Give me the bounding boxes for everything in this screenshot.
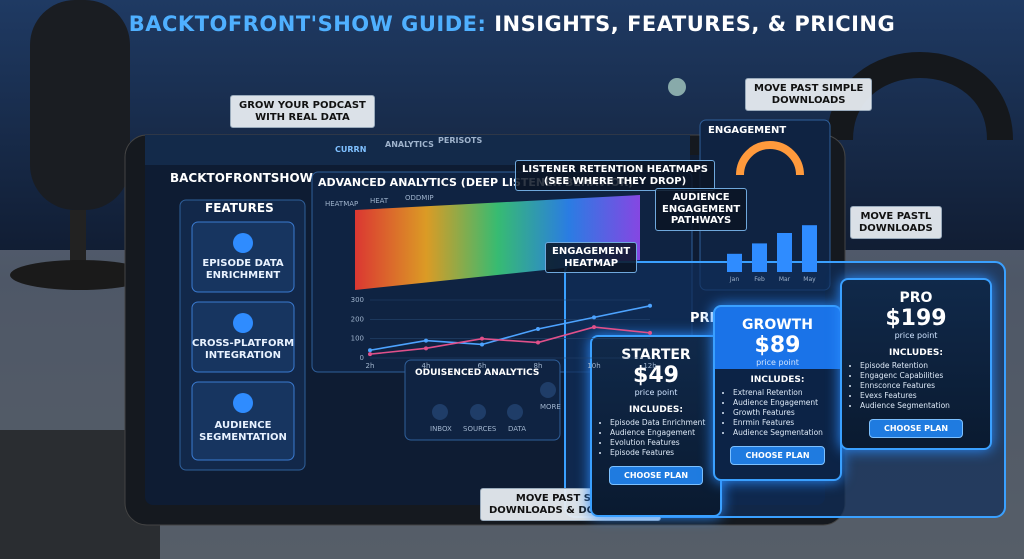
legend-item: HEATMAP <box>325 200 359 208</box>
mic-base <box>10 260 150 290</box>
include-item: Audience Engagement <box>733 398 840 407</box>
line: (SEE WHERE THEY DROP) <box>543 175 687 187</box>
tab[interactable]: CURRN <box>335 145 367 154</box>
line: WITH REAL DATA <box>255 111 350 123</box>
line: DOWNLOADS <box>859 222 933 234</box>
tab[interactable]: ANALYTICS <box>385 140 434 149</box>
line: ENGAGEMENT <box>552 246 631 257</box>
microphone <box>30 0 130 210</box>
callout: GROW YOUR PODCAST WITH REAL DATA <box>230 95 375 128</box>
mic-stand <box>70 210 86 270</box>
annotation: ENGAGEMENT HEATMAP <box>545 242 638 273</box>
line: INTEGRATION <box>204 349 282 361</box>
feature-label: CROSS-PLATFORM INTEGRATION <box>192 338 294 361</box>
line: MOVE PASTL <box>860 211 932 222</box>
feature-label: AUDIENCE SEGMENTATION <box>192 420 294 443</box>
icon <box>233 393 253 413</box>
choose-plan-button[interactable]: CHOOSE PLAN <box>868 419 964 438</box>
includes-title: INCLUDES: <box>750 375 805 385</box>
icon-label: SOURCES <box>463 425 497 433</box>
includes-list: Extrenal RetentionAudience EngagementGro… <box>715 388 840 437</box>
include-item: Evolution Features <box>610 438 720 447</box>
include-item: Audience Segmentation <box>860 401 990 410</box>
brand: BACKTOFRONTSHOW <box>170 171 313 185</box>
plan-name: GROWTH <box>742 317 813 333</box>
legend-item: HEAT <box>370 197 389 205</box>
icon-label: DATA <box>508 425 527 433</box>
plan-price: $89 <box>754 333 801 358</box>
icon <box>432 404 448 420</box>
line: MOVE PAST SIMPLE <box>754 83 864 94</box>
panel-title: ODUISENCED ANALYTICS <box>415 368 540 378</box>
feature-label: EPISODE DATA ENRICHMENT <box>192 258 294 281</box>
feature-card <box>191 221 295 293</box>
choose-plan-button[interactable]: CHOOSE PLAN <box>608 466 704 485</box>
annotation: AUDIENCE ENGAGEMENT PATHWAYS <box>655 188 748 231</box>
icon <box>540 382 556 398</box>
include-item: Episode Features <box>610 448 720 457</box>
line: DOWNLOADS & DOWNLOADS <box>489 504 653 516</box>
sidebar-title: FEATURES <box>205 201 274 215</box>
includes-list: Episode RetentionEngagenc CapabilitiesEn… <box>842 361 990 410</box>
plan-note: price point <box>756 358 799 367</box>
line: ENRICHMENT <box>205 269 281 281</box>
plan-price: $199 <box>885 306 947 331</box>
line: DOWNLOADS <box>771 94 846 106</box>
legend-item: ODDMIP <box>405 194 434 202</box>
callout: MOVE PAST SIMPLE DOWNLOADS <box>745 78 873 111</box>
line: LISTENER RETENTION HEATMAPS <box>522 164 708 175</box>
annotation: LISTENER RETENTION HEATMAPS (SEE WHERE TH… <box>515 160 715 191</box>
icon <box>507 404 523 420</box>
line: GROW YOUR PODCAST <box>239 100 366 111</box>
line: PATHWAYS <box>670 215 732 226</box>
include-item: Ennsconce Features <box>860 381 990 390</box>
line: MOVE PAST SIMPLE <box>515 493 626 504</box>
engagement-title: ENGAGEMENT <box>708 125 787 136</box>
include-item: Growth Features <box>733 408 840 417</box>
includes-title: INCLUDES: <box>889 348 943 358</box>
avatar <box>668 78 686 96</box>
feature-card <box>191 381 295 461</box>
includes-title: INCLUDES: <box>629 405 683 415</box>
line: CROSS-PLATFORM <box>192 338 295 349</box>
callout: MOVE PASTL DOWNLOADS <box>850 206 942 239</box>
include-item: Extrenal Retention <box>733 388 840 397</box>
plan-note: price point <box>894 331 938 340</box>
icon-label: INBOX <box>430 425 452 433</box>
tab[interactable]: PERISOTS <box>438 136 483 145</box>
title-lead: BACKTOFRONT'SHOW GUIDE: <box>128 12 487 36</box>
plan-name: STARTER <box>621 347 691 363</box>
line: AUDIENCE <box>672 192 730 203</box>
include-item: Audience Segmentation <box>733 428 840 437</box>
include-item: Episode Data Enrichment <box>610 418 720 427</box>
include-item: Enrmin Features <box>733 418 840 427</box>
line: HEATMAP <box>564 257 619 269</box>
feature-card <box>191 301 295 373</box>
include-item: Engagenc Capabilities <box>860 371 990 380</box>
secondary-panel <box>404 359 561 441</box>
gauge <box>736 141 804 176</box>
icon-label: MORE <box>540 403 561 411</box>
icon <box>470 404 486 420</box>
plan-price: $49 <box>633 363 679 388</box>
include-item: Episode Retention <box>860 361 990 370</box>
choose-plan-button[interactable]: CHOOSE PLAN <box>730 446 825 465</box>
icon <box>233 233 253 253</box>
line: EPISODE DATA <box>202 258 284 269</box>
plan-note: price point <box>634 388 678 397</box>
title-rest: INSIGHTS, FEATURES, & PRICING <box>494 12 896 36</box>
includes-list: Episode Data EnrichmentAudience Engageme… <box>592 418 720 457</box>
line: SEGMENTATION <box>199 431 287 443</box>
line: ENGAGEMENT <box>662 203 741 215</box>
title: BACKTOFRONT'SHOW GUIDE: INSIGHTS, FEATUR… <box>0 12 1024 36</box>
include-item: Audience Engagement <box>610 428 720 437</box>
line: AUDIENCE <box>214 420 272 431</box>
include-item: Evexs Features <box>860 391 990 400</box>
icon <box>233 313 253 333</box>
plan-name: PRO <box>899 290 933 306</box>
